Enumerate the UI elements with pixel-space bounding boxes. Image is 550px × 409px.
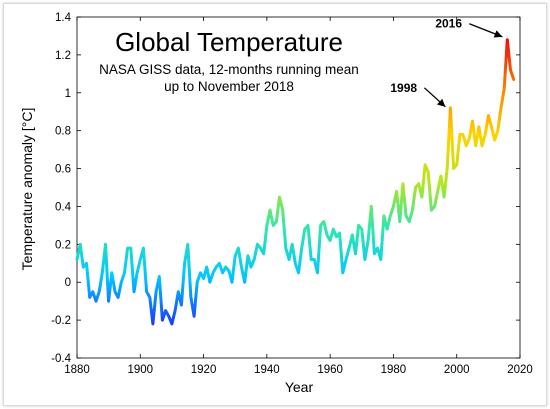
y-tick-label: -0.2 bbox=[51, 315, 71, 327]
x-axis-label: Year bbox=[285, 379, 314, 395]
temperature-chart: -0.4 -0.2 0 0.2 0.4 0.6 0.8 1 1.2 1.4 1880 1900 192… bbox=[19, 12, 533, 395]
x-tick-label: 1900 bbox=[127, 364, 153, 376]
y-axis-ticks: -0.4 -0.2 0 0.2 0.4 0.6 0.8 1 1.2 1.4 bbox=[51, 12, 520, 365]
plot-area bbox=[76, 16, 521, 359]
y-axis-label: Temperature anomaly [°C] bbox=[19, 108, 35, 271]
y-tick-label: 1 bbox=[65, 88, 71, 100]
annotation-arrow-1998 bbox=[423, 87, 446, 108]
y-tick-label: 0.6 bbox=[55, 164, 71, 176]
x-tick-label: 2000 bbox=[444, 364, 470, 376]
chart-subtitle-line-1: NASA GISS data, 12-months running mean bbox=[99, 62, 359, 77]
annotation-2016: 2016 bbox=[435, 17, 462, 31]
chart-title: Global Temperature bbox=[115, 27, 343, 57]
y-tick-label: 1.2 bbox=[55, 50, 71, 62]
x-tick-label: 1920 bbox=[191, 364, 217, 376]
annotation-arrow-2016 bbox=[469, 23, 503, 38]
annotations: 1998 2016 bbox=[390, 17, 503, 108]
y-tick-label: -0.4 bbox=[51, 353, 71, 365]
y-tick-label: 1.4 bbox=[55, 12, 72, 24]
y-tick-label: 0.4 bbox=[55, 201, 72, 213]
chart-frame: -0.4 -0.2 0 0.2 0.4 0.6 0.8 1 1.2 1.4 1880 1900 192… bbox=[3, 3, 547, 406]
x-axis-ticks: 1880 1900 1920 1940 1960 1980 2000 2020 bbox=[64, 17, 533, 376]
x-tick-label: 1980 bbox=[381, 364, 407, 376]
chart-subtitle-line-2: up to November 2018 bbox=[164, 79, 294, 94]
annotation-1998: 1998 bbox=[390, 81, 417, 95]
y-tick-label: 0.8 bbox=[55, 126, 71, 138]
x-tick-label: 1960 bbox=[317, 364, 343, 376]
y-tick-label: 0 bbox=[65, 277, 71, 289]
x-tick-label: 1880 bbox=[64, 364, 90, 376]
x-tick-label: 1940 bbox=[254, 364, 280, 376]
x-tick-label: 2020 bbox=[507, 364, 533, 376]
temperature-series-line bbox=[75, 38, 516, 326]
y-tick-label: 0.2 bbox=[55, 239, 71, 251]
